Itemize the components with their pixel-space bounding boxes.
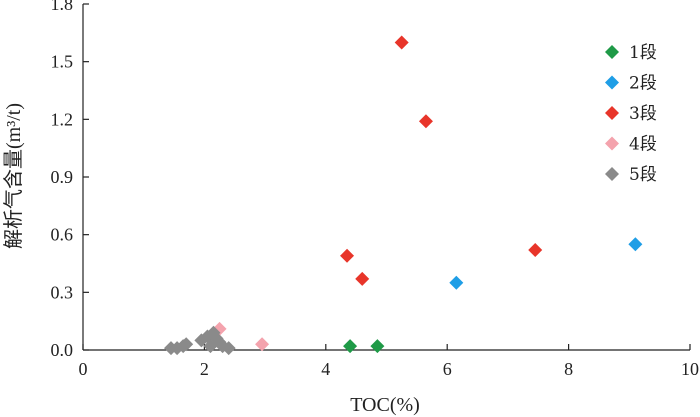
legend-label: 4段 <box>629 135 657 155</box>
x-tick-label: 6 <box>443 359 452 379</box>
legend-marker <box>605 167 619 181</box>
x-axis-label: TOC(%) <box>350 394 420 416</box>
data-point <box>449 275 464 290</box>
x-tick-label: 10 <box>681 359 699 379</box>
legend-marker <box>605 45 619 59</box>
y-tick-label: 1.2 <box>51 109 74 129</box>
data-point <box>394 35 409 50</box>
data-point <box>203 339 218 354</box>
data-point <box>343 339 358 354</box>
y-tick-label: 1.8 <box>51 0 74 14</box>
legend-label: 2段 <box>629 74 657 94</box>
data-point <box>628 237 643 252</box>
legend-marker <box>605 75 619 90</box>
data-point <box>528 243 543 258</box>
y-axis-label: 解析气含量(m³/t) <box>2 103 25 249</box>
legend-label: 5段 <box>629 165 657 185</box>
legend-label: 3段 <box>629 104 657 124</box>
data-point <box>221 341 236 356</box>
data-point <box>418 114 433 129</box>
data-point <box>176 339 191 354</box>
x-tick-label: 8 <box>564 359 573 379</box>
data-point <box>370 339 385 354</box>
x-tick-label: 0 <box>79 359 88 379</box>
legend-marker <box>605 106 619 120</box>
y-tick-label: 1.5 <box>51 52 74 72</box>
x-tick-label: 4 <box>321 359 330 379</box>
data-point <box>255 337 270 352</box>
y-tick-label: 0.6 <box>51 225 74 245</box>
x-tick-label: 2 <box>200 359 209 379</box>
data-point <box>355 271 370 286</box>
y-tick-label: 0.3 <box>51 282 74 302</box>
data-points <box>164 35 643 356</box>
legend: 1段 2段 3段 4段 5段 <box>605 43 657 185</box>
legend-marker <box>605 136 619 151</box>
axes: 0 2 4 6 8 10 0.0 0.3 0.6 0.9 1.2 1.5 1.8 <box>51 0 700 379</box>
y-tick-label: 0.9 <box>51 167 74 187</box>
legend-label: 1段 <box>629 43 657 63</box>
y-tick-label: 0.0 <box>51 340 74 360</box>
data-point <box>340 248 355 263</box>
